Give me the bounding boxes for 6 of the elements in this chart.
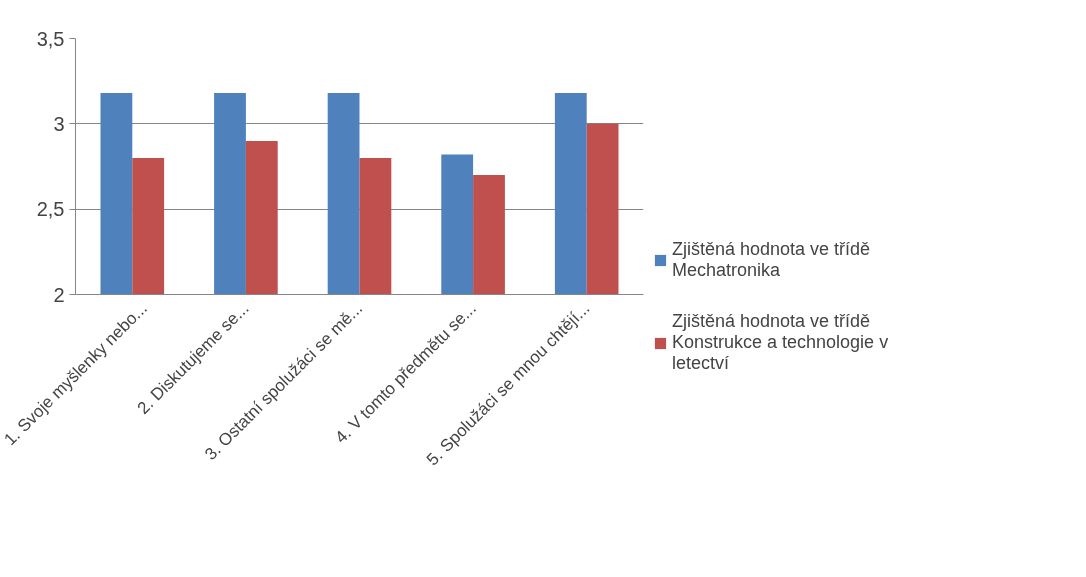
legend-label: Zjištěná hodnota ve třídě Mechatronika bbox=[672, 239, 871, 281]
legend-label: Zjištěná hodnota ve třídě Konstrukce a technologie v letectví bbox=[672, 311, 889, 374]
y-tick-label: 2,5 bbox=[36, 198, 65, 221]
y-tick-label: 2 bbox=[53, 283, 65, 306]
y-tick-label: 3 bbox=[53, 112, 65, 135]
y-tick-label: 3,5 bbox=[36, 27, 65, 50]
